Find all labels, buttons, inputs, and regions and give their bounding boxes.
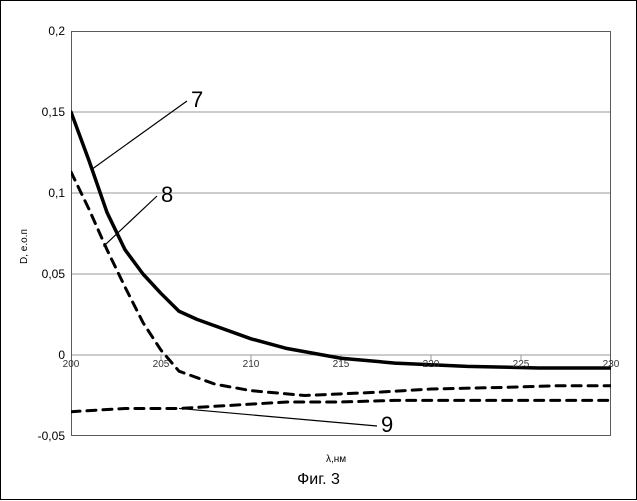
x-tick-label: 220: [423, 359, 440, 370]
series-7: [71, 112, 611, 368]
figure-caption: Фиг. 3: [1, 471, 636, 489]
x-tick-label: 215: [333, 359, 350, 370]
x-tick-label: 200: [63, 359, 80, 370]
y-tick-label: 0,05: [42, 267, 65, 281]
y-tick-label: 0,2: [48, 24, 65, 38]
figure-container: -0,0500,050,10,150,220020521021522022523…: [0, 0, 637, 500]
x-axis-label: λ,нм: [326, 454, 346, 465]
series-label-9: 9: [381, 412, 393, 438]
x-tick-label: 225: [513, 359, 530, 370]
plot-border: [72, 32, 611, 436]
y-tick-label: 0,15: [42, 105, 65, 119]
y-axis-label: D, e.о.п: [19, 229, 30, 264]
x-tick-label: 230: [603, 359, 620, 370]
y-tick-label: -0,05: [38, 429, 65, 443]
series-label-7: 7: [191, 87, 203, 113]
series-9: [71, 400, 611, 411]
chart-svg: [71, 31, 611, 436]
y-tick-label: 0,1: [48, 186, 65, 200]
x-tick-label: 210: [243, 359, 260, 370]
series-label-8: 8: [161, 182, 173, 208]
x-tick-label: 205: [153, 359, 170, 370]
chart-plot-area: -0,0500,050,10,150,220020521021522022523…: [71, 31, 611, 436]
